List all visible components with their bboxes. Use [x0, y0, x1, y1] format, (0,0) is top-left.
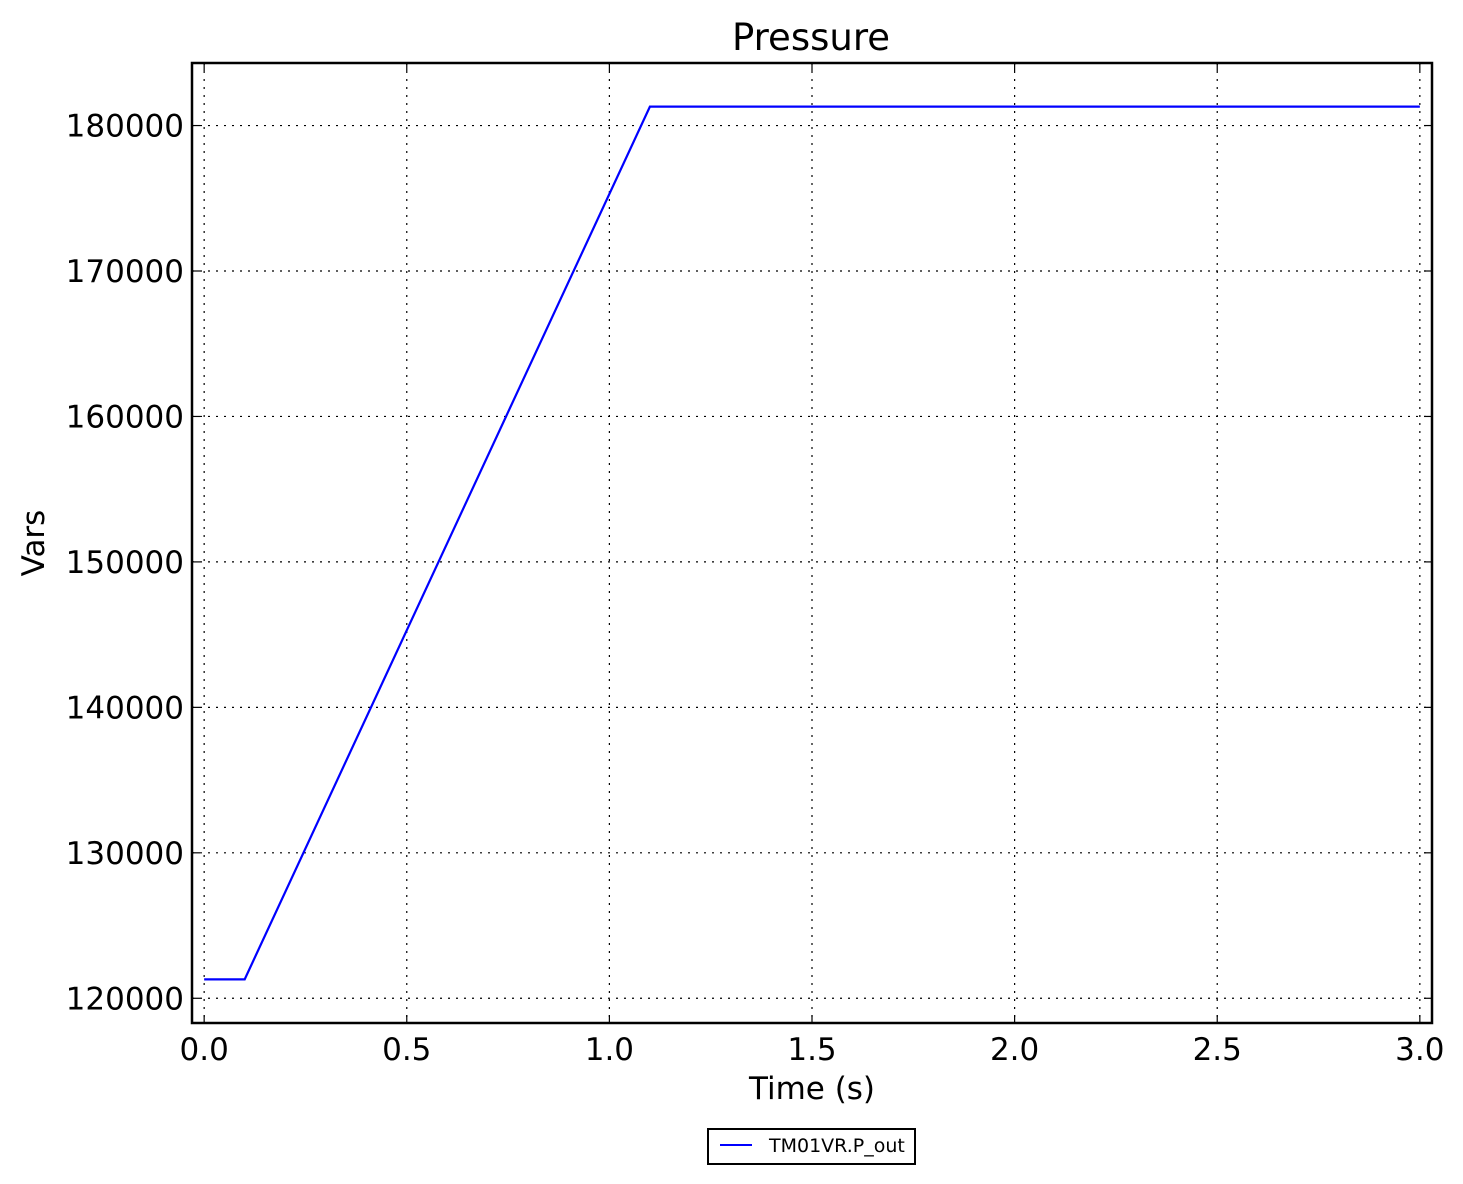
y-tick-label: 140000 — [66, 690, 184, 726]
y-tick-label: 180000 — [66, 109, 184, 145]
x-tick-label: 1.0 — [585, 1032, 634, 1068]
x-tick-label: 2.5 — [1193, 1032, 1242, 1068]
y-tick-label: 150000 — [66, 545, 184, 581]
legend-frame — [707, 1128, 916, 1165]
x-axis-label: Time (s) — [748, 1071, 875, 1107]
y-tick-label: 160000 — [66, 399, 184, 435]
x-tick-label: 1.5 — [787, 1032, 836, 1068]
ticks — [192, 63, 1432, 1023]
y-axis-label: Vars — [16, 510, 52, 577]
chart-title: Pressure — [732, 16, 890, 59]
x-tick-label: 0.0 — [180, 1032, 229, 1068]
tick-labels: 0.0 0.5 1.0 1.5 2.0 2.5 3.0 120000 130000 140000 1… — [66, 109, 1445, 1068]
x-tick-label: 0.5 — [382, 1032, 431, 1068]
x-tick-label: 2.0 — [990, 1032, 1039, 1068]
plot-frame — [190, 61, 1434, 1025]
legend: TM01VR.P_out — [707, 1128, 916, 1165]
series-layer — [204, 105, 1420, 981]
y-tick-label: 130000 — [66, 836, 184, 872]
series-line-0 — [204, 105, 1420, 981]
y-tick-label: 120000 — [66, 981, 184, 1017]
grid — [192, 63, 1432, 1023]
x-tick-label: 3.0 — [1395, 1032, 1444, 1068]
y-tick-label: 170000 — [66, 254, 184, 290]
legend-entry-label: TM01VR.P_out — [768, 1135, 905, 1157]
